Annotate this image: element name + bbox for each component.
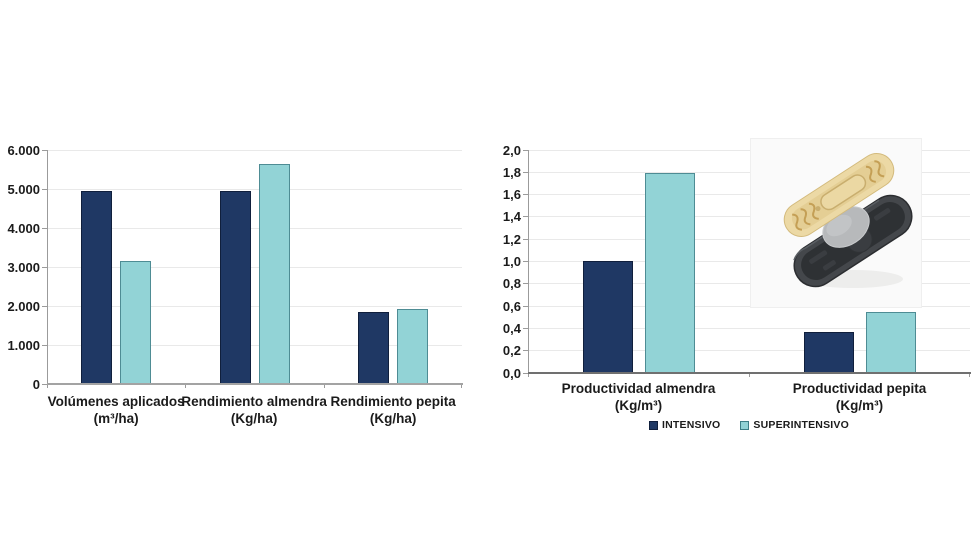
y-axis-tick: [523, 350, 528, 352]
y-axis-tick: [42, 188, 47, 190]
category-label: Productividad almendra (Kg/m³): [516, 380, 761, 414]
bar-superintensivo-1: [259, 164, 290, 384]
bar-superintensivo-0: [120, 261, 151, 384]
category-label-line: Productividad almendra: [561, 381, 716, 396]
gridline: [528, 149, 970, 151]
y-axis-label: 0,2: [502, 343, 521, 359]
y-axis-label: 1,8: [502, 164, 521, 180]
gridline: [47, 149, 462, 151]
x-axis-tick: [461, 384, 462, 388]
y-axis-label: 3.000: [7, 259, 40, 275]
category-label-line: (Kg/ha): [369, 411, 417, 426]
x-axis-tick: [185, 384, 186, 388]
y-axis-tick: [42, 383, 47, 385]
x-axis-tick: [749, 373, 750, 377]
bar-superintensivo-1: [866, 312, 916, 373]
x-axis-tick: [324, 384, 325, 388]
legend-label: SUPERINTENSIVO: [753, 419, 849, 431]
category-label-line: Rendimiento pepita: [330, 394, 456, 409]
gridline: [47, 305, 462, 307]
category-label-line: Productividad pepita: [792, 381, 927, 396]
y-axis-label: 1,0: [502, 254, 521, 269]
y-axis-label: 0: [32, 376, 40, 392]
category-label-line: Volúmenes aplicados: [47, 394, 185, 409]
y-axis-tick: [42, 344, 47, 346]
category-label-line: (Kg/m³): [614, 398, 663, 413]
legend: INTENSIVO SUPERINTENSIVO: [528, 419, 970, 431]
bar-superintensivo-0: [645, 173, 695, 373]
legend-swatch: [649, 420, 658, 430]
y-axis-label: 2,0: [502, 142, 521, 158]
category-label-line: Rendimiento almendra: [181, 394, 327, 409]
gridline: [47, 344, 462, 346]
legend-item: SUPERINTENSIVO: [740, 419, 849, 431]
gridline: [528, 283, 970, 285]
category-label-line: (Kg/ha): [230, 411, 278, 426]
y-axis-label: 2.000: [7, 298, 40, 314]
y-axis-label: 6.000: [7, 142, 40, 158]
category-label-line: (m³/ha): [93, 411, 139, 426]
gridline: [47, 188, 462, 190]
x-axis-tick: [969, 373, 970, 377]
category-label: Volúmenes aplicados (m³/ha): [35, 393, 197, 427]
y-axis-label: 1,2: [502, 231, 521, 247]
bar-intensivo-2: [358, 312, 389, 384]
x-axis-line: [47, 383, 463, 385]
bar-intensivo-1: [804, 332, 854, 373]
x-axis-tick: [528, 373, 529, 377]
y-axis-tick: [523, 149, 528, 151]
gridline: [528, 327, 970, 329]
inset-product-image: [750, 138, 922, 308]
category-label: Productividad pepita (Kg/m³): [737, 380, 980, 414]
gridline: [528, 171, 970, 173]
bar-superintensivo-2: [397, 309, 428, 384]
legend-label: INTENSIVO: [662, 419, 721, 431]
x-axis-line: [528, 372, 971, 374]
gridline: [47, 266, 462, 268]
cream-shell: [783, 152, 895, 238]
gridline: [528, 238, 970, 240]
bar-intensivo-0: [81, 191, 112, 384]
y-axis-label: 1,6: [502, 187, 521, 203]
category-label: Rendimiento almendra (Kg/ha): [173, 393, 335, 427]
legend-item: INTENSIVO: [649, 419, 720, 431]
y-axis-label: 0,8: [502, 276, 521, 292]
y-axis-label: 0,6: [502, 298, 521, 314]
gridline: [528, 350, 970, 352]
y-axis-tick: [523, 327, 528, 329]
y-axis-tick: [523, 194, 528, 196]
y-axis-tick: [523, 283, 528, 285]
y-axis-tick: [523, 216, 528, 218]
y-axis-line: [47, 150, 48, 384]
y-axis-tick: [523, 238, 528, 240]
y-axis-tick: [523, 305, 528, 307]
y-axis-label: 5.000: [7, 181, 40, 197]
y-axis-tick: [523, 171, 528, 173]
y-axis-label: 0,4: [502, 320, 521, 336]
y-axis-tick: [42, 266, 47, 268]
y-axis-label: 1,4: [502, 209, 521, 225]
y-axis-label: 0,0: [502, 365, 521, 381]
gridline: [47, 227, 462, 229]
y-axis-tick: [523, 261, 528, 262]
bar-intensivo-0: [583, 261, 633, 373]
category-label: Rendimiento pepita (Kg/ha): [312, 393, 474, 427]
y-axis-label: 4.000: [7, 220, 40, 236]
category-label-line: (Kg/m³): [835, 398, 884, 413]
gridline: [528, 216, 970, 218]
y-axis-tick: [523, 372, 528, 374]
bar-intensivo-1: [220, 191, 251, 384]
y-axis-tick: [42, 227, 47, 229]
y-axis-tick: [42, 305, 47, 307]
x-axis-tick: [47, 384, 48, 388]
product-render: [783, 152, 913, 288]
y-axis-line: [528, 150, 529, 373]
gridline: [528, 305, 970, 307]
gridline: [528, 194, 970, 196]
y-axis-label: 1.000: [7, 337, 40, 353]
legend-swatch: [740, 420, 750, 430]
y-axis-tick: [42, 149, 47, 151]
gridline: [528, 261, 970, 262]
